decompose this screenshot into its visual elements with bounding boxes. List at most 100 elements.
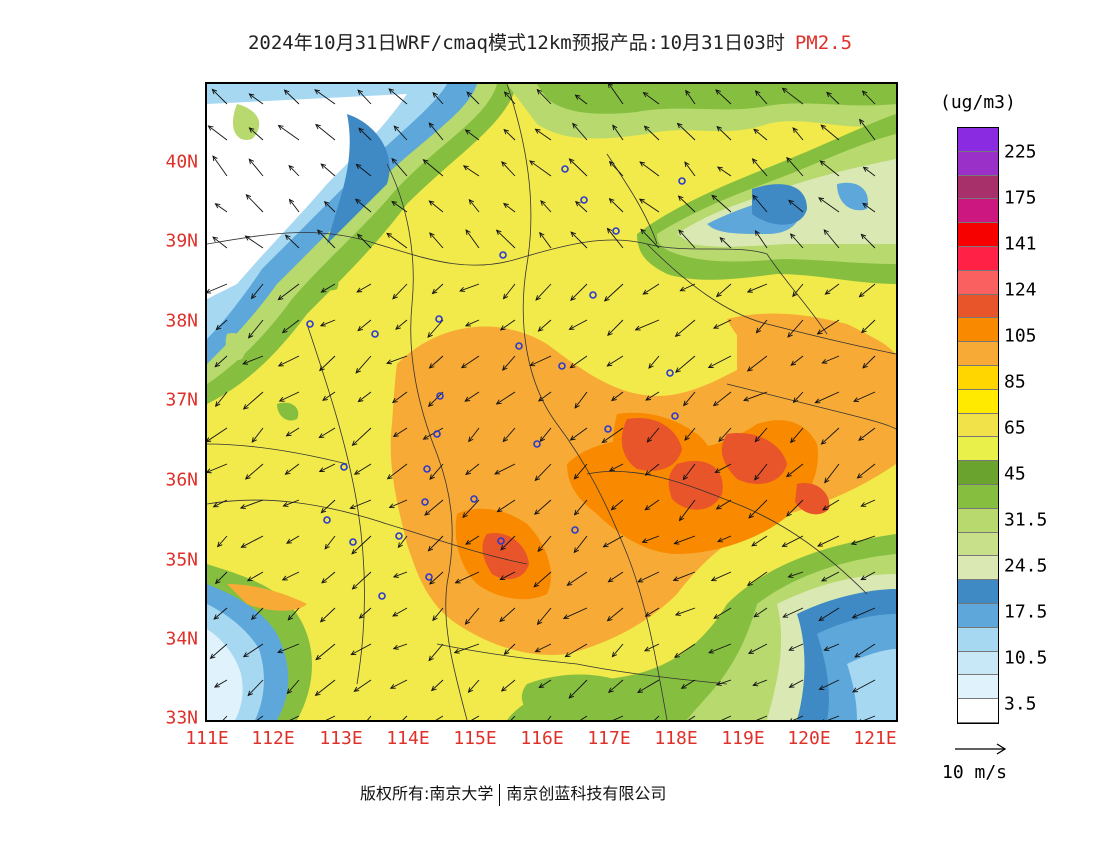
wind-vector xyxy=(792,715,804,720)
color-scale-segment xyxy=(958,270,998,295)
city-marker xyxy=(323,516,331,524)
wind-vector-head xyxy=(707,363,714,368)
wind-vector xyxy=(747,355,768,372)
wind-vector-head xyxy=(637,577,644,583)
wind-vector xyxy=(350,499,372,509)
wind-vector-head xyxy=(464,321,471,327)
wind-vector xyxy=(387,463,408,480)
wind-vector-head xyxy=(281,327,288,334)
wind-vector-head xyxy=(534,475,541,482)
wind-vector xyxy=(608,571,624,583)
wind-vector xyxy=(782,607,804,618)
wind-vector-head xyxy=(860,233,867,240)
wind-vector-head xyxy=(570,295,576,301)
wind-vector xyxy=(539,427,552,442)
wind-vector xyxy=(782,535,804,547)
wind-vector xyxy=(354,679,372,692)
wind-vector xyxy=(792,127,804,141)
wind-vector xyxy=(853,391,876,402)
wind-vector xyxy=(683,391,696,406)
wind-vector xyxy=(538,679,552,688)
wind-vector xyxy=(210,643,228,659)
wind-vector xyxy=(639,198,660,213)
wind-vector-head xyxy=(357,396,364,403)
wind-vector xyxy=(645,391,660,401)
wind-vector-head xyxy=(572,122,578,129)
wind-vector xyxy=(858,427,876,441)
wind-vector xyxy=(357,234,372,249)
wind-vector-head xyxy=(500,544,506,551)
color-scale-segment xyxy=(958,485,998,509)
wind-vector-head xyxy=(575,200,581,207)
wind-vector-head xyxy=(350,650,357,656)
wind-vector-head xyxy=(529,361,536,367)
wind-vector xyxy=(539,232,552,249)
wind-vector xyxy=(392,391,408,403)
wind-vector xyxy=(639,161,660,177)
wind-vector xyxy=(510,715,516,720)
wind-vector-head xyxy=(610,504,617,511)
wind-vector-head xyxy=(285,538,292,544)
wind-vector-head xyxy=(318,433,325,439)
wind-vector xyxy=(713,391,732,407)
wind-vector xyxy=(717,166,732,177)
wind-vector xyxy=(278,125,300,141)
wind-vector-head xyxy=(246,576,253,582)
wind-vector-head xyxy=(239,504,246,510)
wind-vector xyxy=(503,283,516,299)
wind-vector-head xyxy=(644,505,651,511)
wind-vector-head xyxy=(862,202,868,209)
wind-vector xyxy=(751,535,768,547)
wind-vector xyxy=(861,234,876,249)
wind-vector xyxy=(502,427,516,442)
wind-vector-head xyxy=(753,612,760,618)
wind-vector xyxy=(753,679,768,686)
wind-vector-head xyxy=(538,683,545,689)
wind-vector xyxy=(320,319,336,327)
wind-vector xyxy=(322,391,336,401)
wind-vector xyxy=(752,158,768,177)
wind-vector-head xyxy=(242,359,249,365)
wind-vector-head xyxy=(852,687,858,693)
wind-vector-head xyxy=(711,194,718,201)
wind-vector-head xyxy=(240,543,247,548)
wind-vector-head xyxy=(355,163,362,170)
wind-vector-head xyxy=(715,291,722,298)
wind-vector-head xyxy=(316,229,323,236)
wind-vector xyxy=(358,127,372,141)
wind-vector-head xyxy=(386,359,393,365)
wind-vector-head xyxy=(465,539,471,545)
legend-label: 10.5 xyxy=(1004,647,1048,669)
wind-vector xyxy=(608,84,624,105)
wind-vector xyxy=(716,283,732,297)
color-scale-segment xyxy=(958,437,998,462)
wind-vector-head xyxy=(790,718,793,720)
wind-vector-head xyxy=(715,504,722,510)
wind-vector-head xyxy=(753,128,759,134)
wind-vector xyxy=(748,643,768,654)
wind-vector-head xyxy=(568,158,575,164)
wind-vector-head xyxy=(429,579,435,585)
wind-vector xyxy=(604,283,624,302)
wind-vector-head xyxy=(712,323,719,329)
wind-vector xyxy=(538,391,552,402)
wind-vector-head xyxy=(826,91,832,98)
color-scale-segment xyxy=(958,318,998,343)
wind-vector-head xyxy=(430,685,437,692)
wind-vector-head xyxy=(321,578,327,584)
wind-vector xyxy=(256,715,264,720)
wind-vector xyxy=(245,194,264,213)
wind-vector xyxy=(397,535,408,548)
wind-vector-head xyxy=(818,685,825,690)
pm25-map xyxy=(205,82,898,722)
wind-vector-head xyxy=(467,687,474,693)
wind-vector-head xyxy=(319,616,326,623)
wind-vector-head xyxy=(644,646,650,652)
city-marker xyxy=(349,538,357,546)
wind-vector-head xyxy=(718,436,724,443)
wind-vector xyxy=(717,535,732,543)
wind-vector xyxy=(282,319,300,333)
wind-vector xyxy=(496,229,516,249)
wind-vector-head xyxy=(351,440,358,446)
wind-vector xyxy=(357,319,372,331)
